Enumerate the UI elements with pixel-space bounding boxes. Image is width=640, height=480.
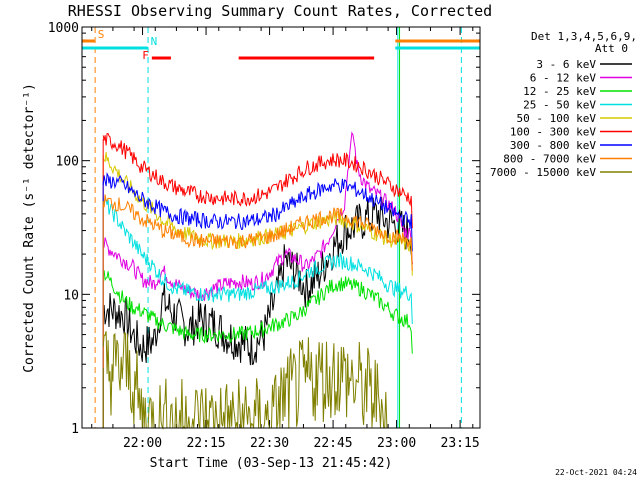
series-line (102, 197, 413, 325)
legend-label: 800 - 7000 keV (503, 153, 596, 166)
flag-label: F (142, 49, 149, 62)
y-tick-label: 1 (71, 422, 79, 437)
legend-detectors: Det 1,3,4,5,6,9, (531, 30, 637, 43)
y-tick-label: 10 (63, 288, 79, 303)
legend-label: 100 - 300 keV (510, 126, 596, 139)
legend-label: 300 - 800 keV (510, 139, 596, 152)
legend-attenuator: Att 0 (595, 42, 628, 55)
y-axis-label: Corrected Count Rate (s⁻¹ detector⁻¹) (22, 83, 37, 373)
footer-timestamp: 22-Oct-2021 04:24 (555, 468, 637, 477)
legend-label: 25 - 50 keV (523, 99, 596, 112)
flag-label: N (151, 35, 158, 48)
legend-label: 6 - 12 keV (530, 72, 597, 85)
plot-frame (81, 26, 481, 429)
y-tick-label: 100 (56, 155, 79, 170)
flag-label: S (98, 28, 105, 41)
series-line (102, 270, 413, 354)
x-tick-label: 22:30 (250, 436, 289, 451)
y-tick-label: 1000 (48, 21, 79, 36)
x-tick-label: 22:45 (314, 436, 353, 451)
x-tick-label: 22:15 (186, 436, 225, 451)
plot-area: 1 10 100 1000 22:00 22:15 22:30 22:45 23:00 23:15… (48, 21, 480, 451)
x-tick-label: 23:15 (441, 436, 480, 451)
series-line (102, 171, 413, 252)
chart-title: RHESSI Observing Summary Count Rates, Co… (68, 2, 492, 20)
legend-label: 3 - 6 keV (536, 58, 596, 71)
x-tick-label: 22:00 (123, 436, 162, 451)
x-axis-label: Start Time (03-Sep-13 21:45:42) (150, 456, 393, 471)
legend-label: 12 - 25 keV (523, 85, 596, 98)
legend-label: 7000 - 15000 keV (490, 166, 596, 179)
series-line (102, 194, 413, 271)
x-tick-label: 23:00 (377, 436, 416, 451)
legend-label: 50 - 100 keV (517, 112, 597, 125)
series-line (102, 132, 413, 229)
series-line (102, 196, 413, 366)
